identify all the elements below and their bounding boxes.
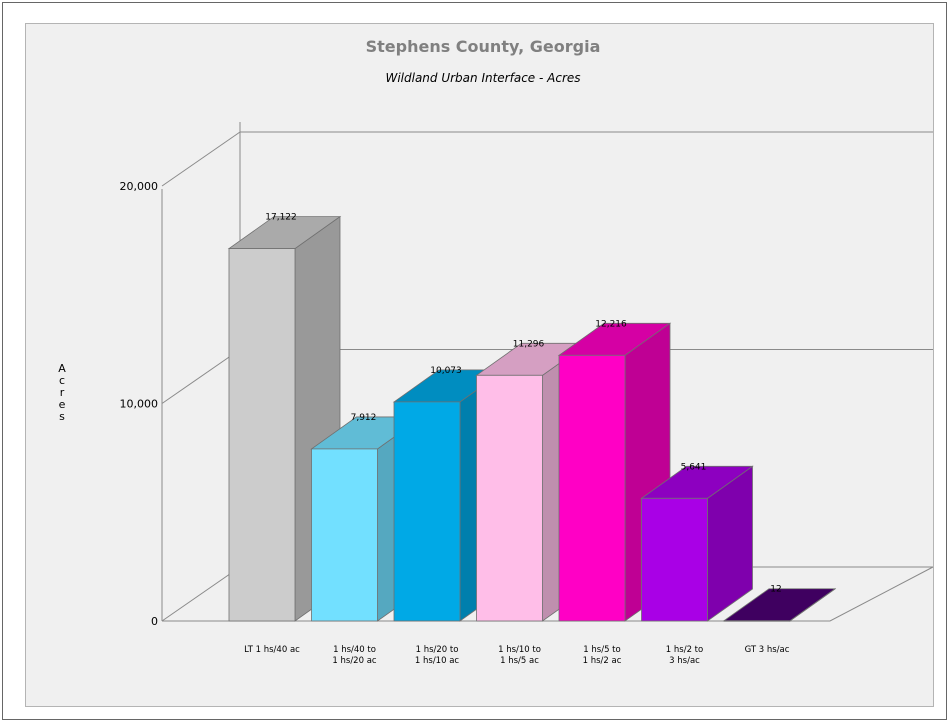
category-label: 1 hs/2 to: [666, 645, 703, 655]
y-axis-label-letter: r: [60, 386, 65, 399]
gridline-depth: [161, 349, 241, 404]
category-label: 1 hs/10 to: [498, 645, 541, 655]
data-label: 11,296: [513, 339, 545, 349]
category-label: GT 3 hs/ac: [745, 645, 790, 655]
category-label: 1 hs/5 to: [583, 645, 620, 655]
category-label: LT 1 hs/40 ac: [244, 645, 300, 655]
bar-group: [640, 465, 754, 622]
bar: [393, 401, 461, 622]
bar: [311, 448, 378, 622]
bar: [723, 620, 791, 622]
data-label: 7,912: [351, 413, 377, 423]
y-axis-label-letter: c: [59, 374, 65, 387]
bar-group: [722, 587, 837, 622]
chart-title: Stephens County, Georgia: [366, 37, 601, 56]
y-tick-label: 0: [151, 615, 158, 628]
bar: [558, 354, 626, 622]
data-label: 17,122: [265, 213, 297, 223]
category-label: 1 hs/10 ac: [415, 656, 460, 666]
y-axis-label-letter: e: [59, 398, 66, 411]
text-layer: Stephens County, Georgia Wildland Urban …: [58, 37, 790, 666]
floor-front-edge: [162, 566, 934, 622]
category-label: 1 hs/20 to: [416, 645, 459, 655]
bar: [476, 374, 543, 622]
gridline-depth: [161, 131, 241, 187]
y-tick-label: 10,000: [120, 398, 159, 411]
chart-subtitle: Wildland Urban Interface - Acres: [385, 71, 580, 85]
y-axis-label-letter: s: [59, 410, 65, 423]
category-label: 1 hs/40 to: [333, 645, 376, 655]
bar: [641, 497, 708, 622]
data-label: 5,641: [681, 462, 707, 472]
y-tick-label: 20,000: [120, 180, 159, 193]
category-label: 3 hs/ac: [669, 656, 700, 666]
category-label: 1 hs/5 ac: [500, 656, 539, 666]
y-axis-label-letter: A: [58, 362, 66, 375]
bar: [228, 248, 296, 622]
bars-layer: [227, 215, 837, 622]
category-label: 1 hs/20 ac: [332, 656, 377, 666]
data-label: 10,073: [430, 366, 462, 376]
data-label: 12: [770, 585, 781, 595]
category-label: 1 hs/2 ac: [583, 656, 622, 666]
data-label: 12,216: [595, 319, 627, 329]
